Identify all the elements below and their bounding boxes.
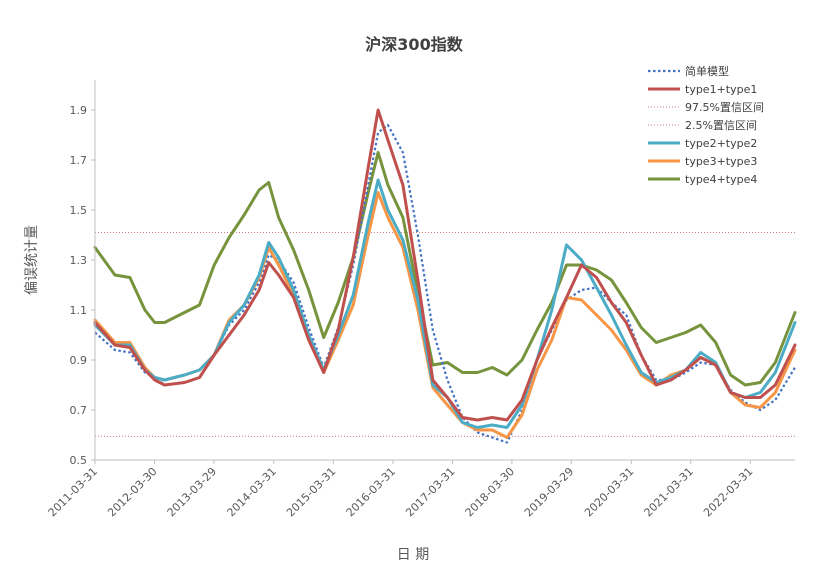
x-tick-label: 2011-03-31 — [46, 465, 100, 519]
series-layer — [93, 108, 797, 444]
x-tick-label: 2022-03-31 — [701, 465, 755, 519]
y-axis-label: 偏误统计量 — [24, 225, 40, 295]
legend-label: 2.5%置信区间 — [685, 119, 757, 132]
legend-label: type1+type1 — [685, 83, 757, 96]
series-line-1 — [93, 108, 797, 422]
y-tick-label: 0.9 — [70, 354, 88, 367]
x-tick-label: 2021-03-31 — [642, 465, 696, 519]
series-line-4 — [93, 151, 797, 387]
x-tick-label: 2017-03-31 — [403, 465, 457, 519]
y-tick-label: 0.7 — [70, 404, 88, 417]
legend: 简单模型 type1+type1 97.5%置信区间 2.5%置信区间 type2+ty… — [648, 64, 764, 186]
y-tick-label: 1.5 — [70, 204, 88, 217]
x-tick-label: 2016-03-31 — [344, 465, 398, 519]
legend-label: 简单模型 — [685, 64, 729, 78]
chart-title: 沪深300指数 — [365, 35, 463, 54]
x-tick-label: 2018-03-30 — [463, 465, 517, 519]
legend-label: 97.5%置信区间 — [685, 101, 764, 114]
series-line-3 — [93, 191, 797, 439]
legend-label: type4+type4 — [685, 173, 757, 186]
x-tick-label: 2012-03-30 — [105, 465, 159, 519]
x-tick-label: 2019-03-29 — [522, 465, 576, 519]
y-tick-label: 0.5 — [70, 454, 88, 467]
x-tick-label: 2020-03-31 — [582, 465, 636, 519]
y-tick-label: 1.1 — [70, 304, 88, 317]
x-tick-label: 2013-03-29 — [165, 465, 219, 519]
reference-lines — [95, 232, 795, 437]
x-tick-label: 2014-03-31 — [225, 465, 279, 519]
y-tick-label: 1.9 — [70, 104, 88, 117]
legend-label: type3+type3 — [685, 155, 757, 168]
x-tick-label: 2015-03-31 — [284, 465, 338, 519]
x-axis-label: 日 期 — [397, 547, 429, 563]
y-tick-label: 1.7 — [70, 154, 88, 167]
legend-label: type2+type2 — [685, 137, 757, 150]
y-tick-label: 1.3 — [70, 254, 88, 267]
